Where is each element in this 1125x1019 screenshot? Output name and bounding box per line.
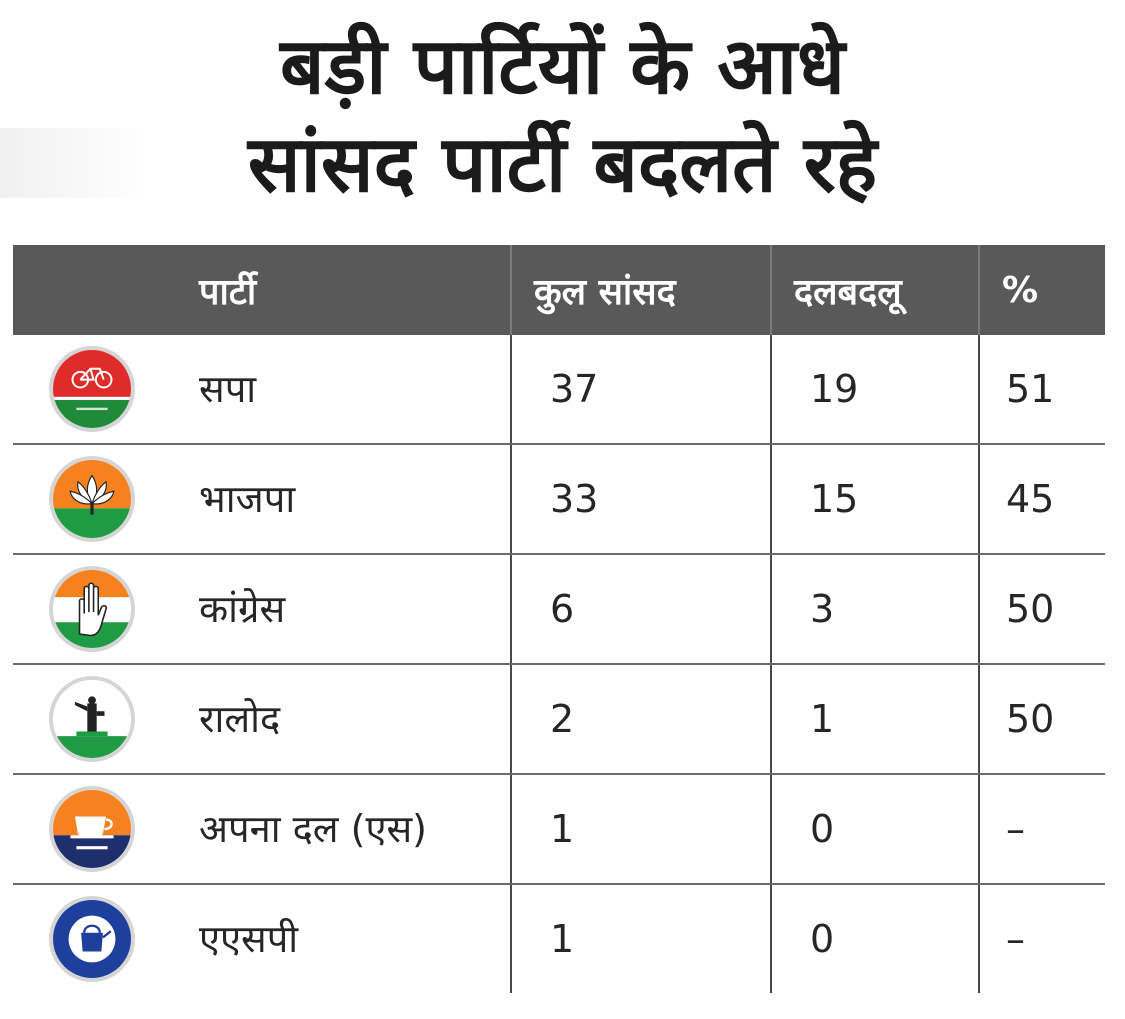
defectors-value: 19 [770, 335, 979, 445]
party-name: रालोद [199, 697, 281, 741]
party-cell: सपा [13, 335, 511, 445]
total-mps-value: 1 [510, 774, 771, 885]
defectors-value: 0 [770, 774, 979, 885]
party-name: अपना दल (एस) [199, 807, 428, 851]
background-shade [0, 128, 150, 198]
party-cell: भाजपा [13, 444, 511, 555]
party-name: सपा [199, 367, 257, 411]
defectors-value: 0 [770, 884, 979, 993]
table-row: भाजपा 33 15 45 [13, 444, 1105, 555]
table-row: कांग्रेस 6 3 50 [13, 554, 1105, 665]
congress-hand-logo [49, 566, 135, 652]
header-defectors: दलबदलू [770, 245, 979, 335]
party-name: भाजपा [199, 477, 296, 521]
sp-cycle-logo [49, 346, 135, 432]
percent-value: – [978, 884, 1105, 993]
rld-handpump-logo [49, 676, 135, 762]
total-mps-value: 33 [510, 444, 771, 555]
table-header-row: पार्टी कुल सांसद दलबदलू % [13, 245, 1105, 335]
party-cell: अपना दल (एस) [13, 774, 511, 885]
party-cell: रालोद [13, 664, 511, 775]
party-defectors-table: पार्टी कुल सांसद दलबदलू % [13, 245, 1105, 993]
percent-value: 50 [978, 554, 1105, 665]
table-row: रालोद 2 1 50 [13, 664, 1105, 775]
chart-title: बड़ी पार्टियों के आधे सांसद पार्टी बदलते… [0, 18, 1125, 214]
percent-value: 50 [978, 664, 1105, 775]
table-row: सपा 37 19 51 [13, 335, 1105, 445]
table-row: अपना दल (एस) 1 0 – [13, 774, 1105, 885]
total-mps-value: 6 [510, 554, 771, 665]
bjp-lotus-logo [49, 456, 135, 542]
percent-value: – [978, 774, 1105, 885]
party-cell: एएसपी [13, 884, 511, 993]
title-line-2: सांसद पार्टी बदलते रहे [247, 120, 878, 210]
asp-kettle-logo [49, 896, 135, 982]
header-percent: % [978, 245, 1105, 335]
table-row: एएसपी 1 0 – [13, 884, 1105, 993]
total-mps-value: 37 [510, 335, 771, 445]
party-name: एएसपी [199, 917, 299, 961]
party-cell: कांग्रेस [13, 554, 511, 665]
percent-value: 45 [978, 444, 1105, 555]
header-total-mps: कुल सांसद [510, 245, 771, 335]
defectors-value: 15 [770, 444, 979, 555]
defectors-value: 1 [770, 664, 979, 775]
title-line-1: बड़ी पार्टियों के आधे [280, 22, 845, 112]
total-mps-value: 1 [510, 884, 771, 993]
total-mps-value: 2 [510, 664, 771, 775]
party-name: कांग्रेस [199, 587, 286, 631]
header-party: पार्टी [13, 245, 511, 335]
defectors-value: 3 [770, 554, 979, 665]
percent-value: 51 [978, 335, 1105, 445]
apna-dal-cup-logo [49, 786, 135, 872]
